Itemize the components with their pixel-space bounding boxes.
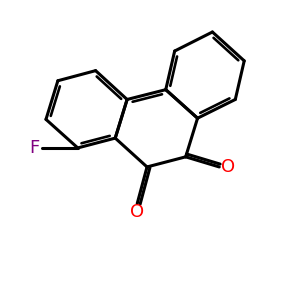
Text: O: O: [130, 203, 144, 221]
Text: O: O: [220, 158, 235, 176]
Text: F: F: [29, 139, 39, 157]
